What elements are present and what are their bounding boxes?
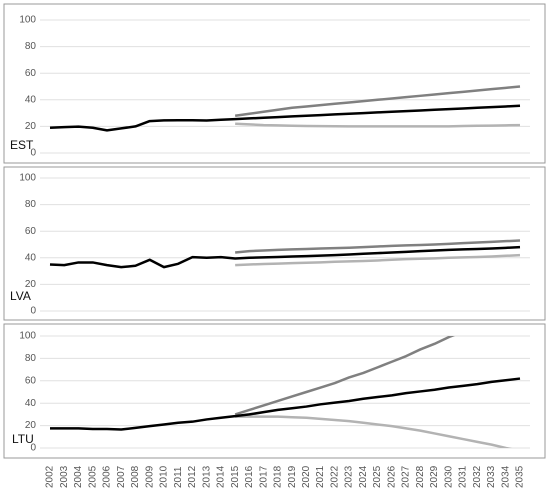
x-tick-label: 2018 (273, 465, 284, 488)
series-line (49, 104, 521, 132)
series-line (235, 253, 521, 267)
series-line (235, 122, 521, 128)
x-tick-label: 2014 (216, 465, 227, 488)
y-tick-label: 20 (25, 121, 37, 132)
x-tick-label: 2021 (315, 465, 326, 488)
series-line (234, 85, 521, 117)
y-tick-label: 20 (25, 279, 37, 290)
y-tick-label: 100 (19, 173, 36, 184)
x-tick-label: 2006 (102, 465, 113, 488)
series-line (235, 415, 513, 448)
x-tick-label: 2026 (386, 465, 397, 488)
x-tick-label: 2009 (144, 465, 155, 488)
panel-frame (3, 3, 546, 164)
x-tick-label: 2016 (244, 465, 255, 488)
series-line (234, 336, 456, 416)
x-tick-label: 2013 (201, 465, 212, 488)
panel-label: LTU (12, 432, 34, 446)
x-tick-label: 2031 (458, 465, 469, 488)
y-tick-label: 40 (25, 94, 37, 105)
x-tick-label: 2017 (258, 465, 269, 488)
panel-label: LVA (10, 289, 31, 303)
y-tick-label: 40 (25, 252, 37, 263)
y-tick-label: 60 (25, 375, 37, 386)
panel: 0 20 40 60 80 100 LVA (3, 166, 546, 321)
y-tick-label: 80 (25, 199, 37, 210)
x-tick-label: 2032 (472, 465, 483, 488)
y-tick-label: 100 (19, 15, 36, 26)
y-tick-label: 0 (30, 148, 36, 159)
x-tick-label: 2022 (329, 465, 340, 488)
panel-frame (3, 323, 546, 459)
y-tick-label: 60 (25, 68, 37, 79)
y-tick-label: 40 (25, 398, 37, 409)
x-tick-label: 2010 (159, 465, 170, 488)
y-tick-label: 80 (25, 353, 37, 364)
x-tick-label: 2015 (230, 465, 241, 488)
x-tick-label: 2028 (415, 465, 426, 488)
series-line (49, 245, 521, 269)
panel-frame (3, 166, 546, 321)
series-line (235, 239, 521, 254)
y-tick-label: 0 (30, 443, 36, 454)
x-tick-label: 2033 (486, 465, 497, 488)
x-tick-label: 2007 (116, 465, 127, 488)
x-tick-label: 2003 (59, 465, 70, 488)
x-tick-label: 2012 (187, 465, 198, 488)
x-tick-label: 2025 (372, 465, 383, 488)
x-tick-label: 2030 (443, 465, 454, 488)
panel-label: EST (10, 138, 34, 152)
panel: 0 20 40 60 80 100 EST (3, 3, 546, 164)
x-tick-label: 2027 (401, 465, 412, 488)
x-tick-label: 2020 (301, 465, 312, 488)
y-tick-label: 100 (19, 331, 36, 342)
x-tick-label: 2011 (173, 466, 184, 488)
y-tick-label: 0 (30, 306, 36, 317)
x-tick-label: 2004 (73, 465, 84, 488)
y-tick-label: 80 (25, 41, 37, 52)
y-tick-label: 20 (25, 420, 37, 431)
x-tick-label: 2019 (287, 465, 298, 488)
x-tick-label: 2005 (87, 465, 98, 488)
x-tick-label: 2002 (45, 465, 56, 488)
y-tick-label: 60 (25, 226, 37, 237)
x-tick-label: 2023 (344, 465, 355, 488)
x-tick-label: 2035 (515, 465, 526, 488)
x-tick-label: 2029 (429, 465, 440, 488)
x-tick-label: 2034 (500, 465, 511, 488)
x-tick-label: 2024 (358, 465, 369, 488)
x-tick-label: 2008 (130, 465, 141, 488)
series-line (50, 377, 521, 431)
